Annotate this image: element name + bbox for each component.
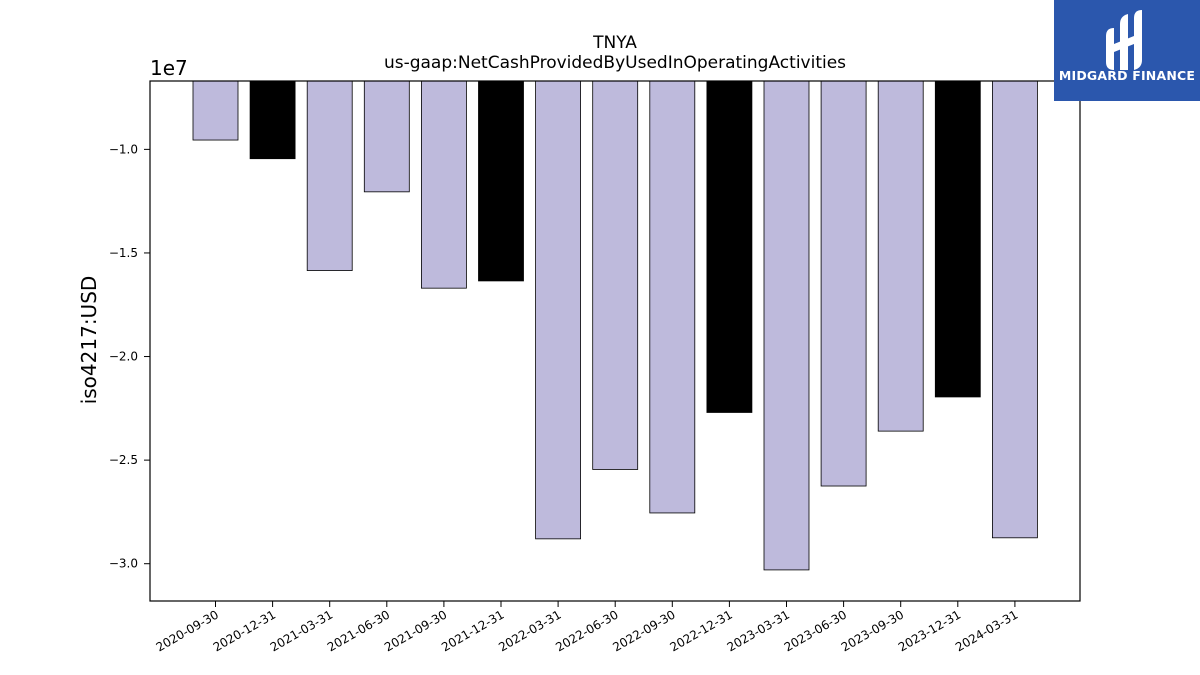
x-ticks-group: 2020-09-302020-12-312021-03-312021-06-30… [154,601,1020,654]
bar-2021-12-31 [478,80,524,282]
bar-2021-09-30 [420,80,467,289]
x-tick-label: 2022-12-31 [667,607,734,654]
x-tick-label: 2023-03-31 [725,607,792,654]
chart-subtitle: us-gaap:NetCashProvidedByUsedInOperating… [384,53,846,73]
y-tick-label: −2.0 [109,350,138,364]
x-tick-label: 2024-03-31 [953,607,1020,654]
x-tick-label: 2023-06-30 [782,607,849,654]
x-tick-label: 2023-12-31 [896,607,963,654]
y-axis-offset-text: 1e7 [150,56,188,80]
x-tick-label: 2020-12-31 [211,607,278,654]
y-ticks-group: −1.0 −1.5 −2.0 −2.5 −3.0 [109,142,150,571]
y-tick-label: −2.5 [109,453,138,467]
bar-2023-03-31 [763,80,810,571]
bar-2023-12-31 [934,80,981,398]
y-tick-label: −1.0 [109,142,138,156]
bar-2023-09-30 [877,80,924,432]
bar-2024-03-31 [992,80,1038,539]
x-tick-label: 2022-09-30 [610,607,677,654]
bar-2021-03-31 [306,80,353,271]
x-tick-label: 2023-09-30 [839,607,906,654]
bar-2022-03-31 [535,80,581,540]
midgard-finance-logo: MIDGARD FINANCE [1054,0,1200,101]
bar-2020-12-31 [249,80,296,160]
bar-2022-09-30 [649,80,696,514]
chart-title: TNYA [592,33,637,53]
x-tick-label: 2021-12-31 [439,607,506,654]
x-tick-label: 2021-03-31 [268,607,335,654]
bar-2023-06-30 [820,80,867,487]
plot-frame [149,80,1081,602]
y-tick-label: −1.5 [109,246,138,260]
logo-mark-icon [1054,0,1200,101]
logo-text: MIDGARD FINANCE [1058,68,1196,83]
x-tick-label: 2021-09-30 [382,607,449,654]
x-tick-label: 2020-09-30 [154,607,221,654]
x-tick-label: 2021-06-30 [325,607,392,654]
y-axis-label: iso4217:USD [77,276,101,405]
x-tick-label: 2022-06-30 [553,607,620,654]
bar-2020-09-30 [192,80,239,141]
bars-group [192,80,1038,571]
bar-2021-06-30 [363,80,410,193]
bar-2022-12-31 [706,80,753,413]
y-tick-label: −3.0 [109,557,138,571]
x-tick-label: 2022-03-31 [496,607,563,654]
bar-2022-06-30 [592,80,639,470]
